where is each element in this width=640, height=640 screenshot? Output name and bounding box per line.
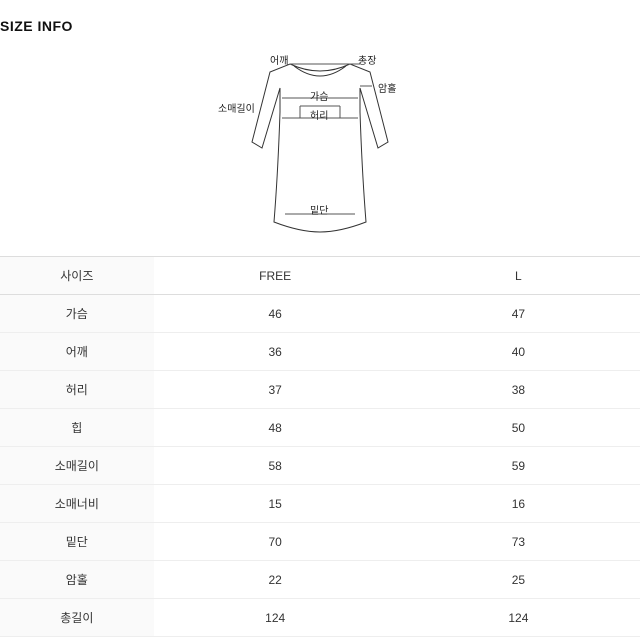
table-row: 밑단 70 73	[0, 523, 640, 561]
row-label: 소매너비	[0, 485, 154, 523]
row-label: 힙	[0, 409, 154, 447]
row-l: 40	[397, 333, 640, 371]
page-title: SIZE INFO	[0, 18, 73, 34]
row-label: 가슴	[0, 295, 154, 333]
row-l: 73	[397, 523, 640, 561]
table-row: 소매너비 15 16	[0, 485, 640, 523]
row-free: 46	[154, 295, 397, 333]
row-l: 47	[397, 295, 640, 333]
row-l: 25	[397, 561, 640, 599]
label-total-length: 총장	[358, 52, 376, 67]
header-size: 사이즈	[0, 257, 154, 295]
label-sleeve-len: 소매길이	[218, 100, 255, 115]
table-row: 총길이 124 124	[0, 599, 640, 637]
header-free: FREE	[154, 257, 397, 295]
label-waist: 허리	[310, 107, 328, 122]
row-free: 70	[154, 523, 397, 561]
row-free: 15	[154, 485, 397, 523]
table-row: 소매길이 58 59	[0, 447, 640, 485]
row-label: 암홀	[0, 561, 154, 599]
row-l: 124	[397, 599, 640, 637]
table-row: 어깨 36 40	[0, 333, 640, 371]
row-free: 22	[154, 561, 397, 599]
row-label: 어깨	[0, 333, 154, 371]
row-label: 허리	[0, 371, 154, 409]
row-l: 38	[397, 371, 640, 409]
table-row: 힙 48 50	[0, 409, 640, 447]
table-row: 암홀 22 25	[0, 561, 640, 599]
size-diagram: 어깨 총장 암홀 가슴 소매길이 허리 밑단	[210, 42, 430, 242]
page: SIZE INFO	[0, 0, 640, 640]
label-bust: 가슴	[310, 88, 328, 103]
label-armhole: 암홀	[378, 80, 396, 95]
row-free: 37	[154, 371, 397, 409]
table-row: 허리 37 38	[0, 371, 640, 409]
row-free: 58	[154, 447, 397, 485]
row-l: 16	[397, 485, 640, 523]
row-label: 소매길이	[0, 447, 154, 485]
row-l: 50	[397, 409, 640, 447]
header-l: L	[397, 257, 640, 295]
table-row: 가슴 46 47	[0, 295, 640, 333]
size-diagram-wrap: 어깨 총장 암홀 가슴 소매길이 허리 밑단	[0, 42, 640, 242]
row-free: 36	[154, 333, 397, 371]
row-free: 48	[154, 409, 397, 447]
row-free: 124	[154, 599, 397, 637]
row-label: 총길이	[0, 599, 154, 637]
label-hem: 밑단	[310, 202, 328, 217]
row-label: 밑단	[0, 523, 154, 561]
size-table: 사이즈 FREE L 가슴 46 47 어깨 36 40 허리 37 38	[0, 256, 640, 637]
label-shoulder: 어깨	[270, 52, 288, 67]
table-body: 가슴 46 47 어깨 36 40 허리 37 38 힙 48 50 소매길이	[0, 295, 640, 637]
row-l: 59	[397, 447, 640, 485]
table-header-row: 사이즈 FREE L	[0, 257, 640, 295]
